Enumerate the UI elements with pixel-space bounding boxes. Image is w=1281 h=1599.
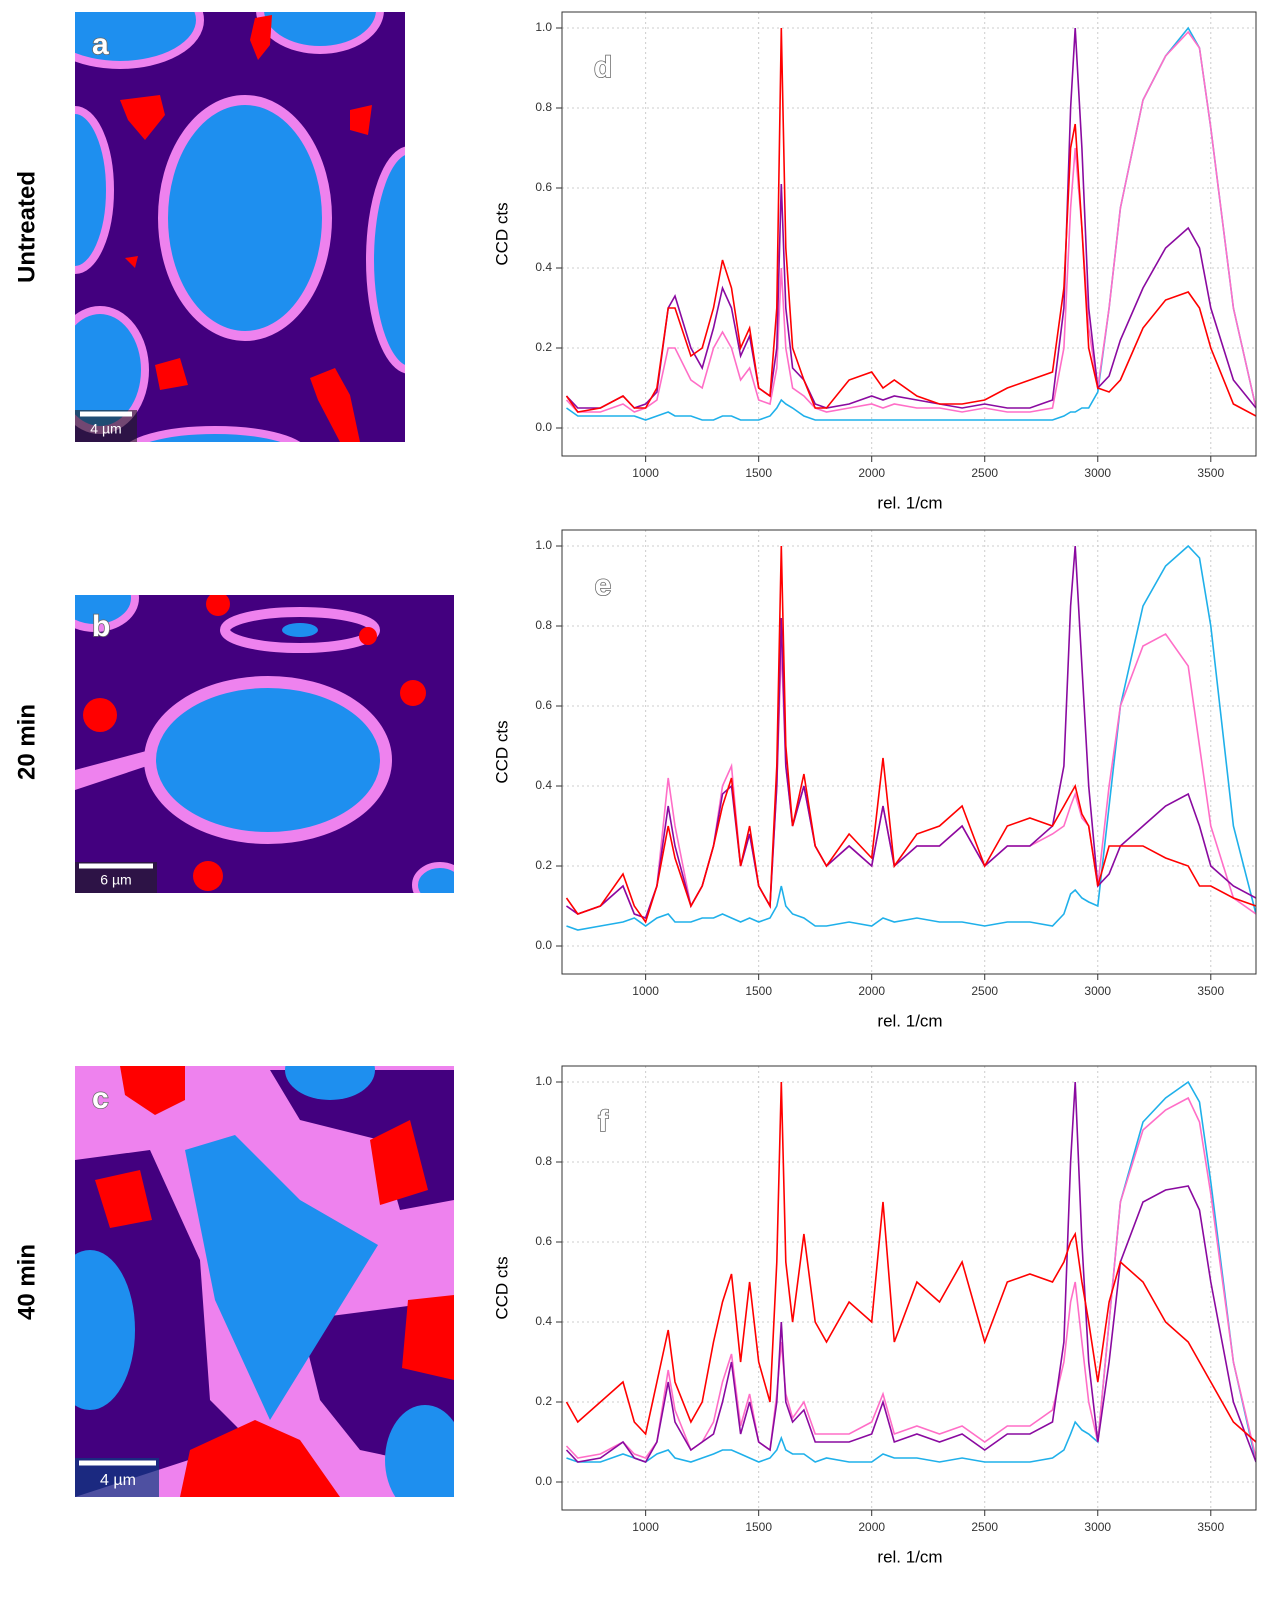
- x-tick-label: 1000: [632, 1520, 659, 1534]
- y-tick-label: 0.2: [535, 340, 552, 354]
- plot-frame: [561, 1065, 1257, 1511]
- x-tick-label: 2000: [858, 466, 885, 480]
- y-tick-label: 0.2: [535, 858, 552, 872]
- x-tick-label: 1500: [745, 1520, 772, 1534]
- spectrum-line: [565, 30, 1256, 413]
- panel-label: d: [594, 51, 612, 84]
- raman-image: [75, 595, 454, 893]
- scale-bar-label: 4 µm: [100, 1472, 136, 1489]
- spectrum-line: [565, 545, 1256, 924]
- x-axis-label: rel. 1/cm: [877, 493, 942, 512]
- y-tick-label: 0.8: [535, 100, 552, 114]
- spectrum-line: [566, 545, 1256, 920]
- y-tick-label: 1.0: [535, 538, 552, 552]
- x-tick-label: 1500: [745, 984, 772, 998]
- y-tick-label: 0.0: [535, 1474, 552, 1488]
- x-tick-label: 3000: [1084, 984, 1111, 998]
- y-tick-label: 0.8: [535, 1154, 552, 1168]
- y-axis-label: CCD cts: [492, 720, 511, 783]
- spectrum-line: [566, 26, 1256, 421]
- plot-frame: [561, 529, 1257, 975]
- x-tick-label: 2000: [858, 1520, 885, 1534]
- x-tick-label: 2000: [858, 984, 885, 998]
- row-label: 40 min: [13, 1244, 40, 1320]
- y-tick-label: 0.0: [535, 938, 552, 952]
- spectrum-line: [565, 1081, 1256, 1443]
- row-label: Untreated: [13, 171, 40, 283]
- y-tick-label: 0.6: [535, 698, 552, 712]
- x-tick-label: 2500: [971, 1520, 998, 1534]
- x-tick-label: 1000: [632, 984, 659, 998]
- raman-image: [75, 1066, 454, 1497]
- scale-bar-label: 4 µm: [90, 421, 121, 437]
- image-label: c: [92, 1082, 109, 1115]
- raman-image: [75, 12, 405, 442]
- spectrum-line: [566, 632, 1256, 920]
- x-tick-label: 1500: [745, 466, 772, 480]
- y-tick-label: 0.8: [535, 618, 552, 632]
- scale-bar-label: 6 µm: [100, 872, 131, 888]
- spectrum-line: [565, 27, 1256, 417]
- x-tick-label: 1000: [632, 466, 659, 480]
- x-tick-label: 2500: [971, 984, 998, 998]
- y-tick-label: 1.0: [535, 1074, 552, 1088]
- x-tick-label: 2500: [971, 466, 998, 480]
- x-tick-label: 3500: [1197, 466, 1224, 480]
- row-label: 20 min: [13, 704, 40, 780]
- y-tick-label: 1.0: [535, 20, 552, 34]
- x-tick-label: 3000: [1084, 466, 1111, 480]
- x-tick-label: 3000: [1084, 1520, 1111, 1534]
- x-axis-label: rel. 1/cm: [877, 1011, 942, 1030]
- y-tick-label: 0.6: [535, 180, 552, 194]
- image-label: a: [92, 28, 109, 61]
- x-tick-label: 3500: [1197, 1520, 1224, 1534]
- y-tick-label: 0.0: [535, 420, 552, 434]
- panel-label: e: [595, 569, 612, 602]
- y-tick-label: 0.2: [535, 1394, 552, 1408]
- plot-frame: [561, 11, 1257, 457]
- image-label: b: [92, 610, 110, 643]
- y-tick-label: 0.4: [535, 260, 552, 274]
- spectrum-line: [566, 544, 1256, 931]
- spectrum-line: [565, 27, 1256, 409]
- spectrum-line: [565, 1081, 1256, 1463]
- spectrum-line: [566, 1080, 1256, 1463]
- y-axis-label: CCD cts: [492, 1256, 511, 1319]
- spectrum-line: [565, 1096, 1256, 1459]
- y-tick-label: 0.4: [535, 778, 552, 792]
- x-axis-label: rel. 1/cm: [877, 1547, 942, 1566]
- panel-label: f: [598, 1105, 609, 1138]
- y-tick-label: 0.4: [535, 1314, 552, 1328]
- y-tick-label: 0.6: [535, 1234, 552, 1248]
- y-axis-label: CCD cts: [492, 202, 511, 265]
- x-tick-label: 3500: [1197, 984, 1224, 998]
